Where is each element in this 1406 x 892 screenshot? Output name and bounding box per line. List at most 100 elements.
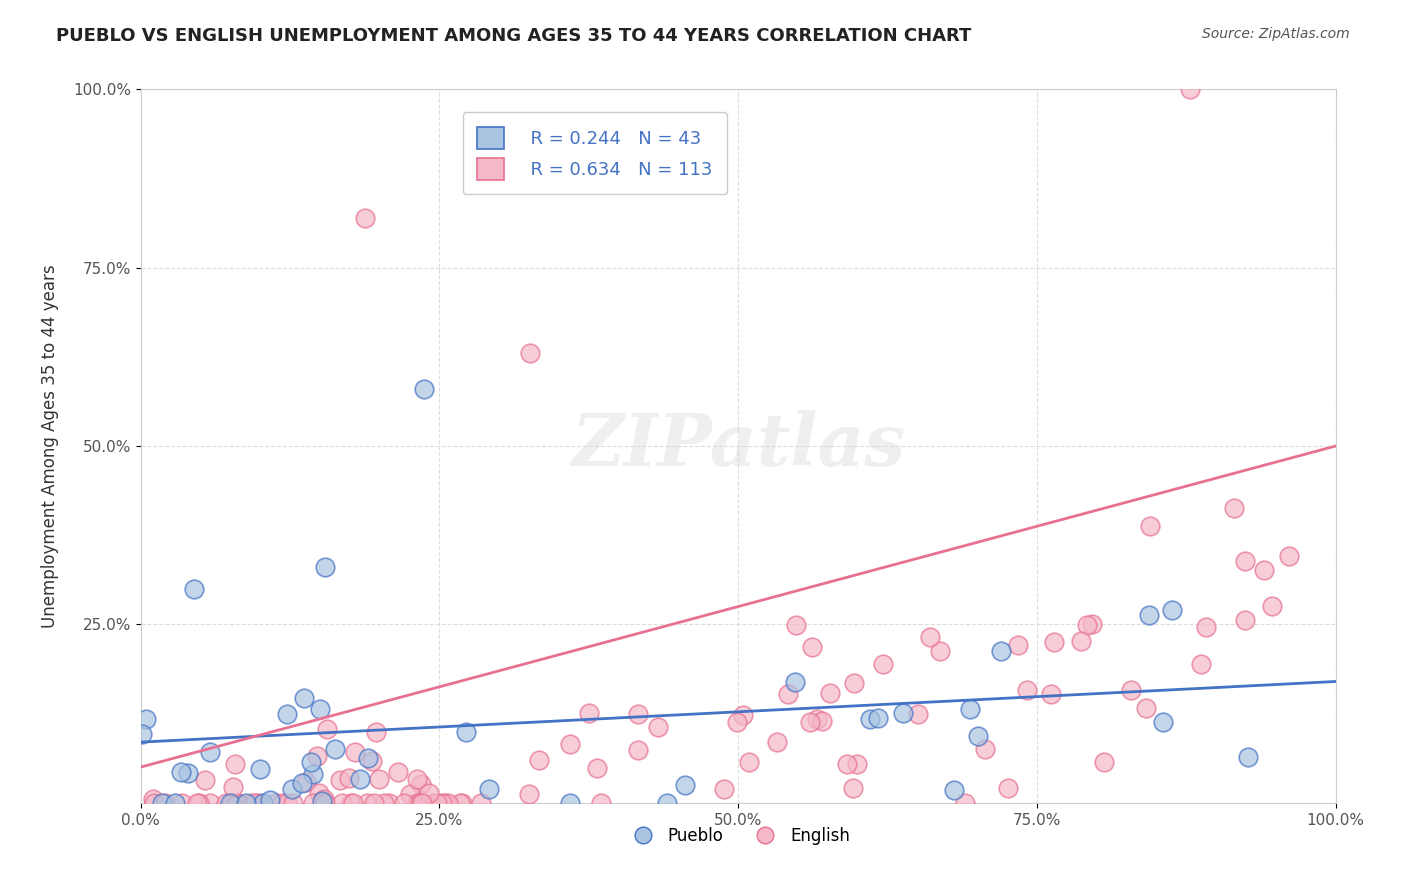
Point [295,774,318,789]
Point [868,710,890,724]
Text: Source: ZipAtlas.com: Source: ZipAtlas.com [1202,27,1350,41]
Point [294,691,316,706]
Point [713,782,735,797]
Point [810,714,832,729]
Point [1278,549,1301,563]
Point [478,782,501,797]
Point [177,765,200,780]
Point [990,643,1012,657]
Point [187,796,209,810]
Point [517,787,540,801]
Point [1189,657,1212,672]
Point [1007,638,1029,652]
Point [226,796,249,810]
Point [361,755,384,769]
Point [252,796,274,810]
Point [418,786,440,800]
Point [451,796,474,810]
Point [422,796,444,810]
Point [226,796,249,810]
Point [655,796,678,810]
Point [783,674,806,689]
Point [800,640,823,655]
Point [844,676,866,690]
Point [249,762,271,776]
Point [733,708,755,723]
Point [586,761,609,775]
Point [470,796,492,810]
Point [1070,634,1092,648]
Point [170,765,193,780]
Point [215,796,238,810]
Text: ZIPatlas: ZIPatlas [571,410,905,482]
Point [1042,635,1064,649]
Point [1080,616,1102,631]
Point [198,796,221,810]
Point [186,796,208,810]
Point [302,796,325,810]
Point [307,749,329,764]
Point [818,686,841,700]
Point [578,706,600,721]
Point [437,796,460,810]
Point [142,791,165,805]
Point [221,796,243,810]
Point [373,796,395,810]
Point [955,796,977,810]
Point [224,756,246,771]
Point [183,582,205,596]
Point [1237,750,1260,764]
Point [259,793,281,807]
Point [247,796,270,810]
Point [408,796,430,810]
Point [1195,620,1218,634]
Point [163,796,186,810]
Point [413,382,436,396]
Point [291,775,314,789]
Point [846,756,869,771]
Point [315,722,337,736]
Point [1233,613,1256,627]
Point [558,737,581,751]
Point [627,743,650,757]
Point [997,781,1019,796]
Point [589,796,612,810]
Point [943,783,966,797]
Point [835,756,858,771]
Point [647,720,669,734]
Point [406,772,429,786]
Point [1178,82,1201,96]
Point [1161,602,1184,616]
Point [411,796,433,810]
Point [1152,715,1174,730]
Point [314,796,336,810]
Point [377,796,399,810]
Point [411,777,433,791]
Point [330,796,353,810]
Point [271,796,294,810]
Point [392,796,415,810]
Point [323,741,346,756]
Point [891,706,914,720]
Point [276,796,298,810]
Point [349,772,371,786]
Point [1233,554,1256,568]
Point [426,796,449,810]
Point [281,781,304,796]
Point [1223,500,1246,515]
Point [974,742,997,756]
Point [806,712,828,726]
Point [399,788,422,802]
Point [314,560,336,574]
Point [626,706,648,721]
Point [725,715,748,730]
Legend: Pueblo, English: Pueblo, English [620,821,856,852]
Point [449,796,471,810]
Point [367,772,389,786]
Point [311,794,333,808]
Point [409,796,432,810]
Point [872,657,894,672]
Point [1092,755,1115,769]
Point [131,727,153,741]
Point [776,687,799,701]
